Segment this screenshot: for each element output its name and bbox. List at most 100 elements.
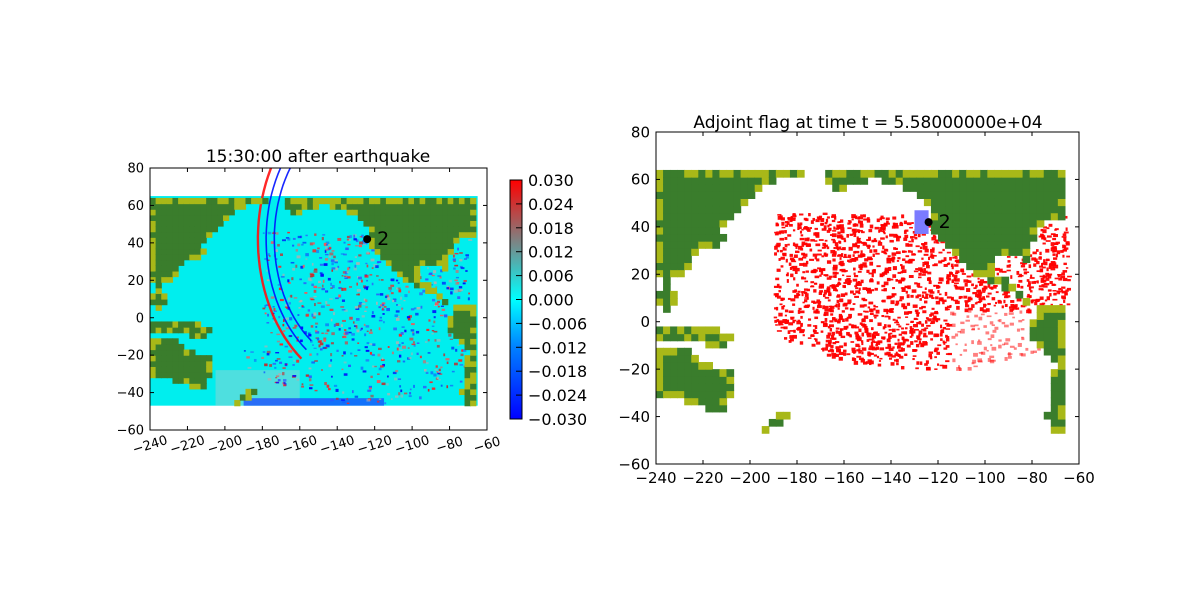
land-cell xyxy=(930,219,939,228)
land-cell xyxy=(698,205,706,214)
flag-cell xyxy=(943,299,947,303)
flag-cell xyxy=(914,236,918,240)
land-cell xyxy=(966,169,974,178)
flag-cell xyxy=(781,226,786,229)
land-cell xyxy=(380,242,387,250)
land-cell xyxy=(1043,411,1052,420)
land-cell xyxy=(385,242,393,250)
land-cell xyxy=(677,212,685,221)
flag-cell xyxy=(1063,240,1067,242)
land-cell xyxy=(1029,205,1038,214)
land-cell xyxy=(380,248,387,255)
flag-cell xyxy=(1029,290,1033,293)
wave-speck xyxy=(353,325,357,327)
flag-cell xyxy=(928,289,933,293)
land-cell xyxy=(161,254,168,261)
y-tick-label: 40 xyxy=(127,236,144,251)
flag-cell xyxy=(951,265,954,270)
land-cell xyxy=(663,262,671,271)
land-cell xyxy=(1015,191,1024,199)
land-cell xyxy=(1015,177,1024,185)
flag-cell xyxy=(896,362,899,366)
land-cell xyxy=(719,169,728,178)
y-tick-label: −20 xyxy=(117,349,144,364)
wave-speck xyxy=(311,313,314,317)
land-cell xyxy=(194,360,202,367)
flag-cell xyxy=(800,324,803,327)
flag-cell xyxy=(860,214,864,217)
flag-cell xyxy=(939,293,942,296)
land-cell xyxy=(357,214,365,221)
flag-cell xyxy=(861,231,865,234)
flag-cell xyxy=(1021,319,1025,321)
flag-cell xyxy=(1063,262,1067,266)
wave-speck xyxy=(342,391,345,394)
wave-speck xyxy=(301,306,305,308)
wave-speck xyxy=(300,326,304,330)
land-cell xyxy=(178,349,185,356)
wave-speck xyxy=(386,308,390,312)
flag-cell xyxy=(1050,266,1056,271)
flag-cell xyxy=(843,282,848,284)
flag-cell xyxy=(1034,301,1038,306)
land-cell xyxy=(663,205,671,214)
wave-speck xyxy=(342,319,346,322)
gauge-region-box xyxy=(914,210,929,234)
flag-cell xyxy=(779,323,784,326)
land-cell xyxy=(369,203,376,210)
flag-cell xyxy=(930,248,935,253)
land-cell xyxy=(1022,226,1031,235)
land-cell xyxy=(464,394,471,401)
flag-cell xyxy=(918,330,923,335)
flag-cell xyxy=(832,341,837,345)
flag-cell xyxy=(831,317,836,321)
wave-speck xyxy=(426,328,430,332)
flag-cell xyxy=(826,277,832,280)
flag-cell xyxy=(1065,227,1068,231)
land-cell xyxy=(1036,184,1045,192)
land-cell xyxy=(430,254,438,261)
land-cell xyxy=(1057,376,1066,384)
flag-cell xyxy=(854,331,859,335)
flag-cell xyxy=(895,351,898,354)
wave-speck xyxy=(362,370,367,373)
land-cell xyxy=(663,226,671,235)
flag-cell xyxy=(861,351,864,355)
wave-speck xyxy=(284,363,288,367)
flag-cell xyxy=(1019,273,1023,276)
land-cell xyxy=(430,209,438,216)
flag-cell xyxy=(826,353,832,357)
land-cell xyxy=(178,220,185,227)
wave-speck xyxy=(341,287,344,291)
flag-cell xyxy=(776,319,780,322)
flag-cell xyxy=(977,327,980,330)
land-cell xyxy=(194,209,202,216)
flag-cell xyxy=(857,313,863,316)
flag-cell xyxy=(797,326,802,331)
land-cell xyxy=(172,237,179,244)
land-cell xyxy=(178,321,185,328)
flag-cell xyxy=(863,265,868,268)
flag-cell xyxy=(848,246,853,251)
flag-cell xyxy=(853,357,857,362)
land-cell xyxy=(1036,312,1045,320)
land-cell xyxy=(150,248,157,255)
flag-cell xyxy=(928,280,932,285)
land-cell xyxy=(670,333,678,342)
flag-cell xyxy=(935,284,940,289)
land-cell xyxy=(206,214,213,221)
land-cell xyxy=(670,354,678,363)
flag-cell xyxy=(966,275,972,278)
flag-cell xyxy=(862,242,868,246)
flag-cell xyxy=(917,294,922,297)
flag-cell xyxy=(927,318,932,321)
flag-cell xyxy=(873,304,876,308)
flag-cell xyxy=(937,363,940,366)
flag-cell xyxy=(807,288,810,292)
flag-cell xyxy=(820,348,825,350)
land-cell xyxy=(726,184,735,192)
flag-cell xyxy=(971,283,974,287)
flag-cell xyxy=(895,358,899,363)
wave-speck xyxy=(434,304,438,307)
wave-speck xyxy=(334,261,338,264)
